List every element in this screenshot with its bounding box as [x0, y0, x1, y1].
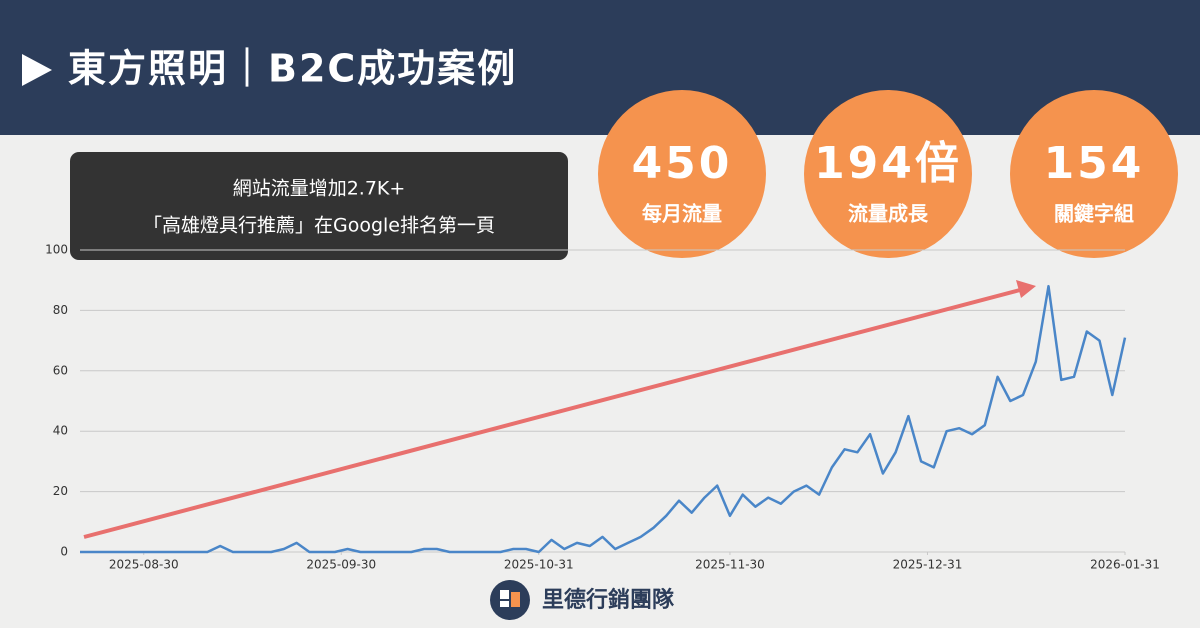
y-tick-label: 40 [53, 424, 68, 438]
stat-badge [804, 90, 972, 258]
y-tick-label: 60 [53, 363, 68, 377]
callout-box [70, 152, 568, 260]
stat-value: 154 [1044, 138, 1145, 189]
brand-logo [490, 580, 530, 620]
play-icon [22, 54, 52, 86]
stat-label: 每月流量 [642, 202, 722, 226]
brand-name: 里德行銷團隊 [542, 587, 675, 613]
x-tick-label: 2025-12-31 [893, 558, 963, 572]
brand-logo-part [500, 601, 509, 607]
y-tick-label: 100 [45, 243, 68, 257]
header-bar [0, 0, 1200, 135]
stat-value: 194倍 [814, 138, 962, 189]
y-tick-label: 80 [53, 303, 68, 317]
x-tick-label: 2025-09-30 [306, 558, 376, 572]
traffic-line [80, 284, 1127, 554]
brand-logo-part [511, 592, 520, 607]
callout-line: 網站流量增加2.7K+ [233, 178, 406, 200]
trend-arrow [83, 288, 1021, 539]
y-tick-label: 0 [60, 545, 68, 559]
x-tick-label: 2025-10-31 [504, 558, 574, 572]
x-tick-label: 2025-11-30 [695, 558, 765, 572]
y-tick-label: 20 [53, 484, 68, 498]
callout-line: 「高雄燈具行推薦」在Google排名第一頁 [143, 215, 495, 237]
brand-logo-part [500, 590, 509, 599]
header-title: 東方照明｜B2C成功案例 [68, 47, 517, 91]
trend-arrowhead [1016, 280, 1036, 298]
x-tick-label: 2025-08-30 [109, 558, 179, 572]
stat-value: 450 [632, 138, 733, 189]
x-tick-label: 2026-01-31 [1090, 558, 1160, 572]
stat-badge [1010, 90, 1178, 258]
stat-label: 流量成長 [848, 202, 929, 226]
stat-badge [598, 90, 766, 258]
stat-label: 關鍵字組 [1054, 202, 1134, 226]
